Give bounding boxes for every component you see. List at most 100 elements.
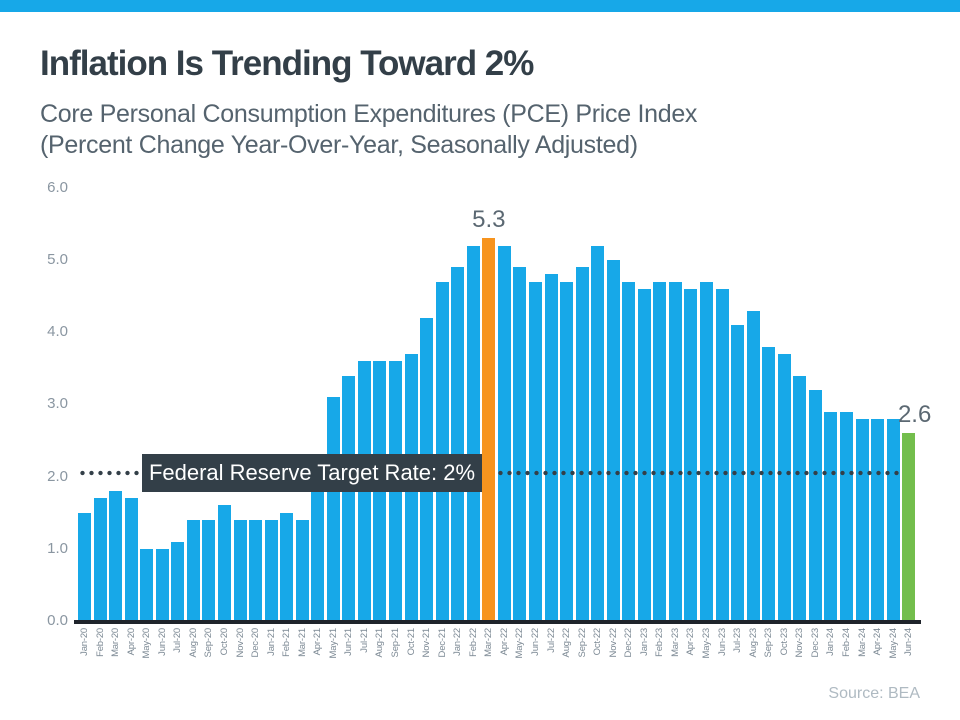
x-tick-label: Apr-24 — [872, 628, 884, 656]
bar-Jul-22 — [544, 274, 558, 621]
x-tick-label: Aug-22 — [561, 628, 573, 658]
latest-value-label: 2.6 — [897, 401, 932, 429]
x-tick-label: Sep-20 — [203, 628, 215, 658]
bar-May-21 — [326, 397, 340, 621]
x-tick-label: May-23 — [701, 628, 712, 659]
x-tick-label: Feb-24 — [840, 628, 852, 657]
x-tick-label: Apr-22 — [498, 628, 510, 656]
bar-Mar-24 — [855, 418, 869, 621]
bar-Apr-24 — [871, 418, 885, 621]
subtitle-line-2: (Percent Change Year-Over-Year, Seasonal… — [40, 131, 638, 159]
y-tick-label: 0.0 — [47, 612, 68, 629]
bar-Oct-23 — [777, 353, 791, 621]
x-tick-label: Mar-23 — [669, 628, 681, 657]
bar-Sep-23 — [762, 346, 776, 621]
x-tick-label: Apr-23 — [685, 628, 697, 656]
x-tick-label: Feb-20 — [94, 628, 106, 657]
x-tick-label: Dec-21 — [436, 628, 448, 658]
bar-Oct-20 — [217, 505, 231, 621]
bar-Dec-20 — [249, 519, 263, 621]
x-tick-label: Aug-23 — [747, 628, 759, 658]
bar-Aug-23 — [746, 310, 760, 621]
bar-May-20 — [140, 548, 154, 621]
top-accent-bar — [0, 0, 960, 12]
bar-Feb-24 — [839, 411, 853, 621]
bar-Jun-22 — [528, 281, 542, 621]
bar-Apr-23 — [684, 288, 698, 621]
bar-Dec-21 — [435, 281, 449, 621]
x-tick-label: Jul-20 — [172, 628, 184, 653]
bar-Jan-24 — [824, 411, 838, 621]
bar-Jun-21 — [342, 375, 356, 621]
x-tick-label: Apr-21 — [312, 628, 324, 656]
bar-Oct-22 — [591, 245, 605, 621]
bar-Nov-22 — [606, 260, 620, 621]
bar-Mar-21 — [295, 519, 309, 621]
y-tick-label: 5.0 — [47, 251, 68, 268]
bar-Sep-22 — [575, 267, 589, 621]
x-tick-label: Jan-23 — [638, 628, 650, 656]
bar-Dec-23 — [808, 389, 822, 621]
x-tick-label: Jun-22 — [529, 628, 541, 656]
bar-Jul-20 — [171, 541, 185, 621]
bar-May-23 — [700, 281, 713, 621]
x-tick-label: Jun-20 — [156, 628, 168, 656]
x-tick-label: Mar-21 — [296, 628, 308, 657]
bar-Apr-21 — [311, 462, 325, 621]
x-tick-label: Jan-22 — [452, 628, 464, 656]
peak-value-label: 5.3 — [472, 206, 506, 234]
bar-Feb-23 — [653, 281, 667, 621]
x-tick-label: Sep-22 — [576, 628, 588, 658]
x-tick-label: Jan-21 — [265, 628, 277, 656]
x-tick-label: Aug-20 — [187, 628, 199, 658]
bar-Mar-23 — [668, 281, 682, 621]
bar-Dec-22 — [622, 281, 636, 621]
x-tick-label: May-22 — [514, 628, 526, 659]
x-tick-label: Oct-22 — [592, 628, 604, 656]
bar-May-24 — [886, 418, 900, 621]
x-tick-label: Sep-21 — [390, 628, 401, 658]
x-axis-line — [74, 620, 921, 624]
x-tick-label: Dec-23 — [809, 628, 821, 658]
bar-Apr-20 — [124, 498, 138, 621]
y-tick-label: 6.0 — [47, 178, 68, 196]
bar-Feb-20 — [93, 498, 107, 621]
target-rate-dotted-line-right — [496, 470, 903, 476]
x-tick-label: Oct-20 — [218, 628, 230, 656]
y-tick-label: 1.0 — [47, 539, 68, 557]
x-tick-label: Dec-22 — [623, 628, 635, 658]
bar-Mar-20 — [109, 491, 123, 621]
x-tick-label: Feb-23 — [654, 628, 666, 657]
x-tick-label: Nov-21 — [421, 628, 433, 658]
subtitle-line-1: Core Personal Consumption Expenditures (… — [40, 100, 698, 128]
x-tick-label: Apr-20 — [125, 628, 137, 656]
x-tick-label: Mar-20 — [110, 628, 122, 657]
y-tick-label: 2.0 — [47, 467, 68, 485]
x-tick-label: Jul-21 — [358, 628, 370, 653]
bar-Feb-21 — [280, 512, 294, 621]
bar-Nov-23 — [793, 375, 807, 621]
x-tick-label: Feb-21 — [281, 628, 293, 657]
x-tick-label: Sep-23 — [763, 628, 775, 658]
x-tick-label: Jan-20 — [79, 628, 90, 656]
x-tick-label: May-24 — [887, 628, 899, 659]
bar-Jan-21 — [264, 519, 278, 621]
x-tick-label: Feb-22 — [467, 628, 479, 657]
chart-subtitle: Core Personal Consumption Expenditures (… — [40, 99, 697, 161]
bar-Feb-22 — [466, 245, 480, 621]
x-tick-label: Nov-20 — [234, 628, 246, 658]
page-title: Inflation Is Trending Toward 2% — [40, 44, 534, 83]
bar-May-22 — [513, 267, 527, 621]
bar-Jun-20 — [155, 548, 169, 621]
target-rate-callout: Federal Reserve Target Rate: 2% — [142, 454, 482, 492]
x-tick-label: Oct-23 — [778, 628, 790, 656]
x-tick-label: Aug-21 — [374, 628, 386, 658]
bar-Jan-20 — [78, 512, 91, 621]
x-tick-label: Mar-24 — [856, 628, 868, 657]
bar-Jan-22 — [451, 267, 465, 621]
bar-Aug-22 — [560, 281, 574, 621]
bar-Jun-23 — [715, 288, 729, 621]
x-tick-label: Jul-23 — [732, 628, 744, 653]
x-tick-label: Jun-23 — [716, 628, 728, 656]
